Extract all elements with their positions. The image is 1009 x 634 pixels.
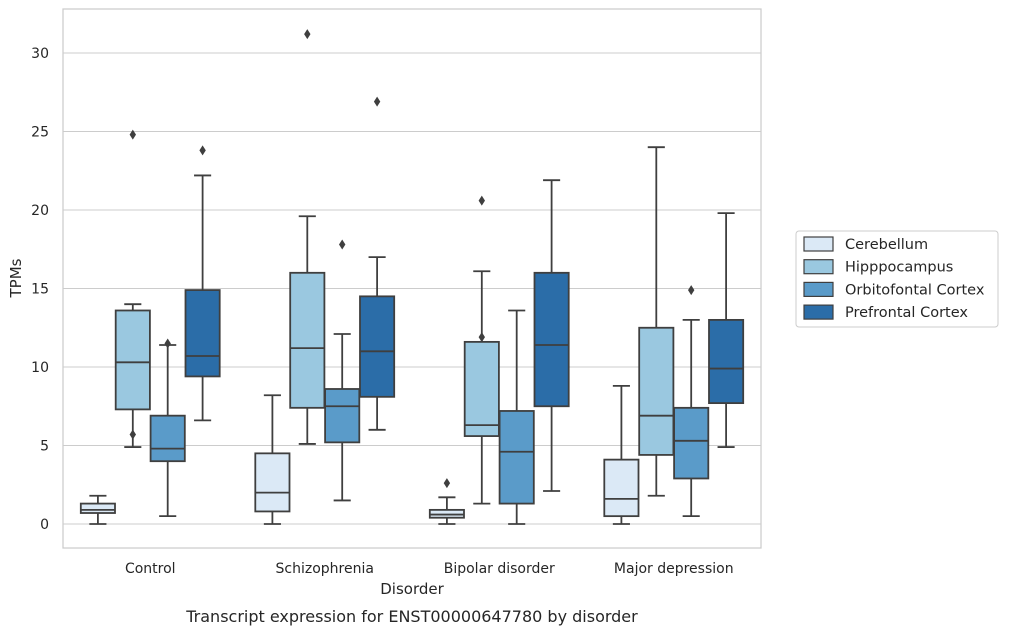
box-3-2 xyxy=(533,179,570,492)
x-tick-label: Major depression xyxy=(614,561,734,577)
y-tick-label: 25 xyxy=(31,125,49,141)
y-tick-label: 5 xyxy=(40,439,49,455)
box-iqr xyxy=(463,340,500,437)
y-tick-label: 0 xyxy=(40,517,49,533)
box-1-2 xyxy=(463,195,500,505)
box-1-1 xyxy=(289,29,326,445)
box-iqr xyxy=(114,309,151,411)
outlier-point xyxy=(478,332,485,343)
x-axis-title: Disorder xyxy=(380,580,444,598)
outlier-point xyxy=(129,429,136,440)
outlier-point xyxy=(478,195,485,206)
legend: Cerebellum Hipppocampus Orbitofontal Corte… xyxy=(795,230,999,328)
x-tick-label: Bipolar disorder xyxy=(444,561,555,577)
box-iqr xyxy=(359,295,396,398)
y-tick-label: 15 xyxy=(31,282,49,298)
outlier-point xyxy=(339,239,346,250)
box-iqr xyxy=(254,452,291,513)
legend-swatch xyxy=(803,281,834,297)
chart-caption: Transcript expression for ENST0000064778… xyxy=(185,607,638,626)
box-3-0 xyxy=(184,145,221,422)
legend-swatch xyxy=(803,236,834,252)
y-tick-labels: 0 5 10 15 20 25 30 xyxy=(31,46,49,533)
box-2-3 xyxy=(673,285,710,518)
box-0-3 xyxy=(603,384,640,525)
box-2-0 xyxy=(149,338,186,518)
y-axis-title: TPMs xyxy=(7,258,25,298)
box-2-1 xyxy=(324,239,361,502)
box-iqr xyxy=(673,406,710,480)
box-3-1 xyxy=(359,96,396,431)
box-iqr xyxy=(533,271,570,408)
box-0-2 xyxy=(428,478,465,525)
box-iqr xyxy=(184,289,221,378)
legend-label: Hipppocampus xyxy=(845,260,953,276)
box-2-2 xyxy=(498,309,535,525)
x-tick-labels: Control Schizophrenia Bipolar disorder Majo… xyxy=(125,561,734,577)
box-iqr xyxy=(149,414,186,463)
outlier-point xyxy=(688,285,695,296)
box-iqr xyxy=(638,326,675,456)
legend-label: Prefrontal Cortex xyxy=(845,305,968,321)
legend-label: Orbitofontal Cortex xyxy=(845,282,985,298)
box-0-1 xyxy=(254,394,291,525)
plot-frame xyxy=(62,8,762,549)
x-tick-label: Schizophrenia xyxy=(276,561,374,577)
box-1-3 xyxy=(638,146,675,497)
x-tick-label: Control xyxy=(125,561,176,577)
legend-frame xyxy=(795,230,999,328)
box-3-3 xyxy=(708,212,745,448)
outlier-point xyxy=(304,29,311,40)
box-iqr xyxy=(498,410,535,505)
box-iqr xyxy=(603,458,640,518)
box-0-0 xyxy=(79,494,116,525)
outlier-point xyxy=(373,96,381,107)
outlier-point xyxy=(129,129,136,140)
y-tick-label: 20 xyxy=(31,203,49,219)
box-iqr xyxy=(708,318,745,405)
legend-swatch xyxy=(803,259,834,275)
box-iqr xyxy=(79,502,116,514)
box-series xyxy=(79,29,745,525)
outlier-point xyxy=(164,338,171,349)
box-1-0 xyxy=(114,129,151,448)
legend-swatch xyxy=(803,304,834,320)
y-tick-label: 10 xyxy=(31,360,49,376)
outlier-point xyxy=(199,145,206,156)
outlier-point xyxy=(443,478,451,489)
legend-label: Cerebellum xyxy=(845,237,928,253)
box-iqr xyxy=(324,388,361,444)
y-tick-label: 30 xyxy=(31,46,49,62)
box-iqr xyxy=(289,271,326,409)
